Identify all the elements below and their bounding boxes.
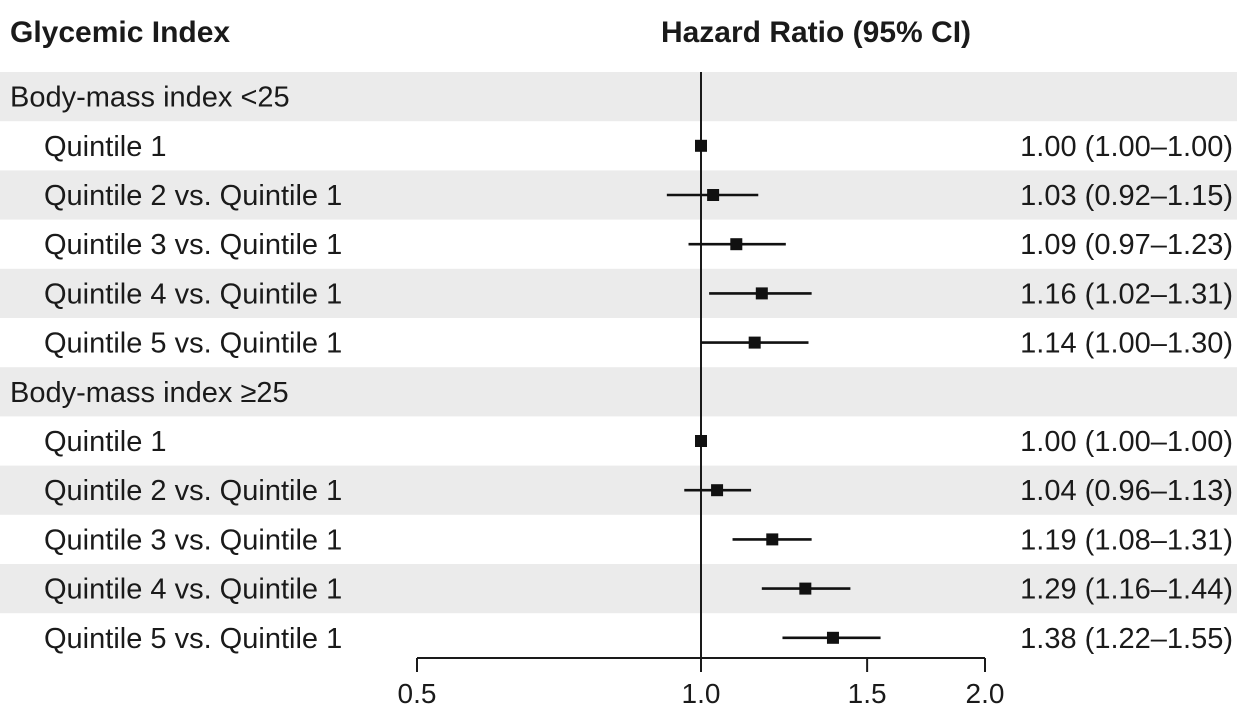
row-label: Quintile 2 vs. Quintile 1	[44, 475, 342, 507]
hr-value-label: 1.16 (1.02–1.31)	[1020, 278, 1233, 310]
hr-value-label: 1.00 (1.00–1.00)	[1020, 131, 1233, 163]
hr-value-label: 1.19 (1.08–1.31)	[1020, 524, 1233, 556]
hr-point	[826, 631, 839, 644]
hr-value-label: 1.04 (0.96–1.13)	[1020, 475, 1233, 507]
row-bands	[0, 72, 1237, 614]
hr-point	[695, 139, 707, 152]
hr-point	[695, 435, 707, 447]
x-tick-label: 1.0	[682, 678, 721, 709]
center-header: Hazard Ratio (95% CI)	[661, 16, 971, 49]
x-tick-label: 0.5	[398, 678, 437, 709]
hr-point	[730, 238, 743, 251]
left-header: Glycemic Index	[10, 16, 230, 49]
x-tick-label: 2.0	[966, 678, 1005, 709]
hr-point	[711, 484, 724, 497]
row-label: Quintile 5 vs. Quintile 1	[44, 328, 342, 360]
hr-point	[755, 287, 768, 300]
row-band	[0, 72, 1237, 122]
row-band	[0, 170, 1237, 220]
x-tick-label: 1.5	[848, 678, 887, 709]
row-band	[0, 564, 1237, 614]
row-label: Quintile 4 vs. Quintile 1	[44, 278, 342, 310]
row-label: Quintile 1	[44, 426, 167, 458]
hr-point	[799, 582, 812, 595]
hr-point	[707, 189, 720, 201]
row-band	[0, 465, 1237, 515]
row-band	[0, 367, 1237, 417]
row-band	[0, 268, 1237, 318]
markers	[666, 139, 881, 644]
hr-value-label: 1.38 (1.22–1.55)	[1020, 623, 1233, 655]
group-label: Body-mass index ≥25	[10, 377, 289, 409]
group-label: Body-mass index <25	[10, 82, 290, 114]
hr-point	[748, 336, 761, 349]
hr-value-label: 1.09 (0.97–1.23)	[1020, 229, 1233, 261]
hr-value-label: 1.00 (1.00–1.00)	[1020, 426, 1233, 458]
row-label: Quintile 4 vs. Quintile 1	[44, 574, 342, 606]
hr-value-label: 1.03 (0.92–1.15)	[1020, 180, 1233, 212]
row-label: Quintile 3 vs. Quintile 1	[44, 524, 342, 556]
x-axis: 0.5 1.0 1.5 2.0	[398, 657, 1005, 709]
hr-point	[766, 533, 779, 546]
row-label: Quintile 5 vs. Quintile 1	[44, 623, 342, 655]
rows: Body-mass index <25 Quintile 1 1.00 (1.00–…	[10, 82, 1233, 655]
row-label: Quintile 2 vs. Quintile 1	[44, 180, 342, 212]
hr-value-label: 1.14 (1.00–1.30)	[1020, 328, 1233, 360]
row-label: Quintile 3 vs. Quintile 1	[44, 229, 342, 261]
row-label: Quintile 1	[44, 131, 167, 163]
hr-value-label: 1.29 (1.16–1.44)	[1020, 574, 1233, 606]
